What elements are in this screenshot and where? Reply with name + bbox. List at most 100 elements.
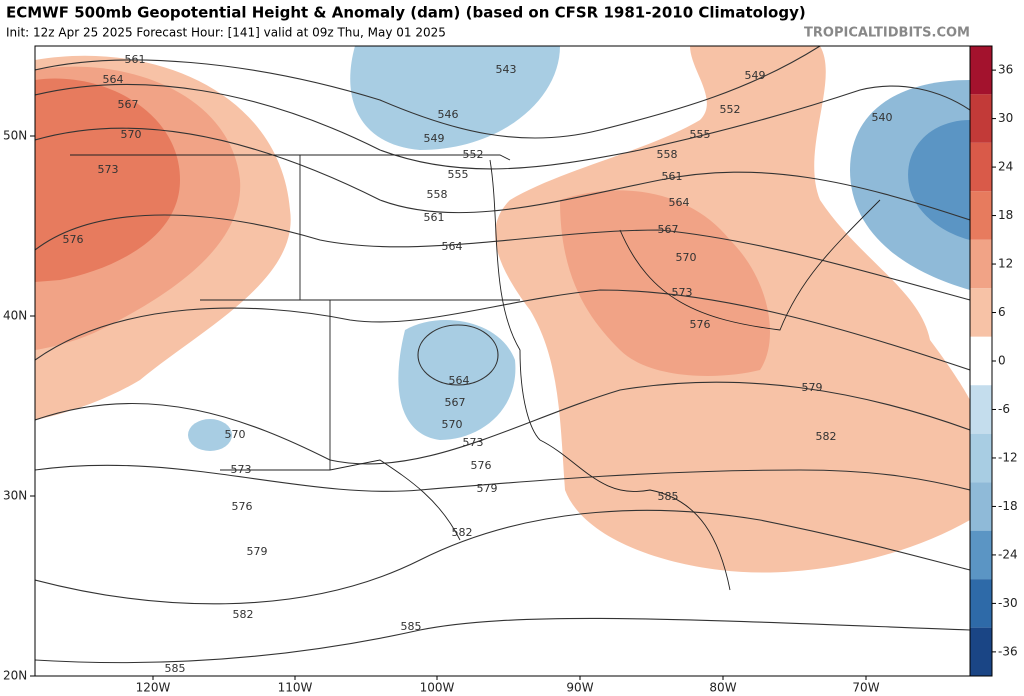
contour-label: 573 [231,463,252,476]
contour-line [35,464,970,492]
contour-label: 579 [247,545,268,558]
latitude-label: 40N [3,309,27,323]
colorbar-band [970,191,992,240]
contour-label: 573 [672,286,693,299]
colorbar-tick-label: -6 [998,402,1010,416]
colorbar-tick-label: -18 [998,499,1018,513]
contour-label: 552 [720,103,741,116]
subtitle: Init: 12z Apr 25 2025 Forecast Hour: [14… [6,26,446,40]
colorbar-band [970,433,992,483]
contour-line [417,324,499,386]
contour-line [35,83,970,170]
credit: TROPICALTIDBITS.COM [804,26,970,41]
contour-label: 585 [658,490,679,503]
longitude-label: 120W [136,681,171,695]
contour-label: 561 [662,170,683,183]
contour-label: 567 [658,223,679,236]
contour-label: 579 [477,482,498,495]
anomaly-negative [350,46,560,150]
colorbar-tick-label: -12 [998,450,1018,464]
colorbar-band [970,627,992,676]
contour-label: 540 [872,111,893,124]
title: ECMWF 500mb Geopotential Height & Anomal… [6,4,806,22]
contour-label: 570 [676,251,697,264]
contour-label: 558 [427,188,448,201]
contour-label: 558 [657,148,678,161]
contour-label: 573 [98,163,119,176]
contour-label: 552 [463,148,484,161]
contour-line [35,46,821,139]
contour-label: 561 [125,53,146,66]
contour-label: 567 [118,98,139,111]
contour-line [35,509,970,605]
colorbar-tick-label: 12 [998,257,1013,271]
longitude-label: 100W [420,681,455,695]
colorbar-band [970,336,992,386]
colorbar-tick-label: -24 [998,547,1018,561]
contour-label: 564 [669,196,690,209]
longitude-label: 110W [278,681,313,695]
colorbar-tick-label: 24 [998,160,1013,174]
colorbar-tick-label: 18 [998,208,1013,222]
contour-label: 567 [445,396,466,409]
contour-label: 579 [802,381,823,394]
contour-label: 576 [232,500,253,513]
contour-line [35,214,970,301]
contour-line [35,617,970,664]
state-border [70,154,881,591]
contour-label: 555 [448,168,469,181]
colorbar-band [970,579,992,628]
contour-label: 546 [438,108,459,121]
longitude-label: 90W [566,681,593,695]
contour-label: 564 [449,374,470,387]
contour-label: 582 [452,526,473,539]
colorbar-tick-label: 6 [998,305,1006,319]
contour-line [35,289,970,371]
colorbar-tick-label: -36 [998,644,1018,658]
contour-label: 564 [103,73,124,86]
contour-line [35,381,970,465]
contour-label: 570 [121,128,142,141]
contour-label: 573 [463,436,484,449]
contour-label: 582 [233,608,254,621]
contour-label: 576 [63,233,84,246]
anomaly-negative [188,419,232,451]
contour-label: 561 [424,211,445,224]
contour-label: 564 [442,240,463,253]
contour-label: 543 [496,63,517,76]
contour-label: 570 [225,428,246,441]
colorbar-band [970,530,992,580]
colorbar-tick-label: 36 [998,63,1013,77]
contour-line [35,127,970,221]
anomaly-negative [908,120,970,240]
colorbar-band [970,46,992,95]
longitude-label: 70W [852,681,879,695]
contour-label: 555 [690,128,711,141]
colorbar-band [970,385,992,434]
colorbar-band [970,482,992,531]
contour-label: 570 [442,418,463,431]
colorbar: 36 30 24 18 12 6 0 -6 -12 -18 -24 -30 -36 [969,45,1018,677]
colorbar-band [970,94,992,143]
latitude-label: 20N [3,669,27,683]
colorbar-band [970,142,992,192]
longitude-label: 80W [709,681,736,695]
anomaly-positive [560,190,770,376]
colorbar-tick-label: 30 [998,111,1013,125]
contour-label: 585 [401,620,422,633]
colorbar-tick-label: -30 [998,596,1018,610]
contour-label: 549 [424,132,445,145]
latitude-label: 30N [3,489,27,503]
contour-label: 582 [816,430,837,443]
latitude-label: 50N [3,129,27,143]
colorbar-band [970,288,992,337]
colorbar-band [970,239,992,289]
contour-label: 576 [471,459,492,472]
contour-label: 585 [165,662,186,675]
anomaly-negative [398,320,516,440]
map-area [34,45,971,677]
colorbar-tick-label: 0 [998,354,1006,368]
contour-label: 549 [745,69,766,82]
contour-label: 576 [690,318,711,331]
